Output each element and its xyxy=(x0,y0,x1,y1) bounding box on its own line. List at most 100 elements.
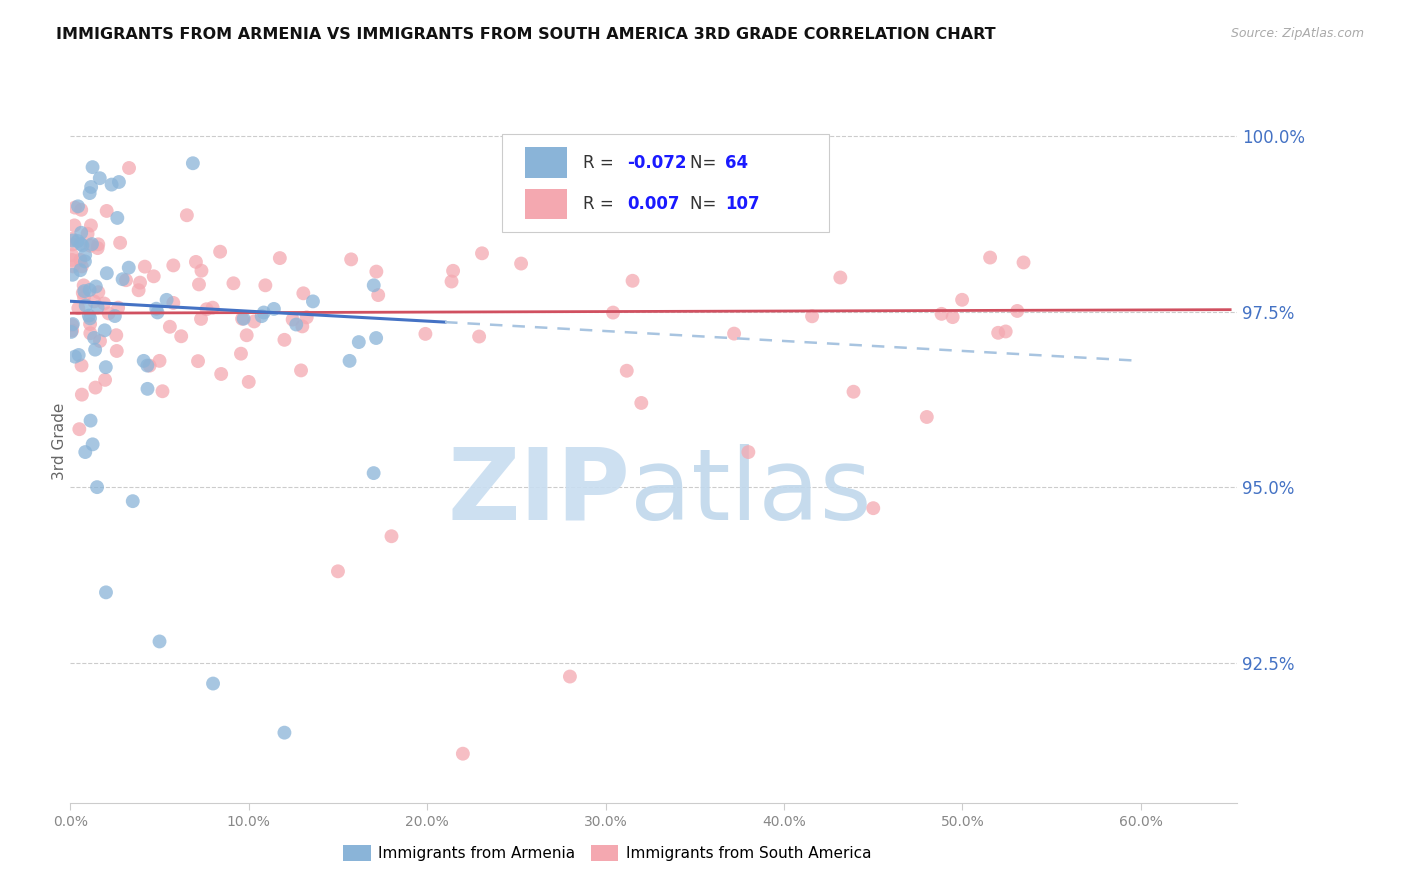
Point xyxy=(363,278,385,293)
Point xyxy=(170,329,193,343)
Point xyxy=(69,263,91,277)
Legend: Immigrants from Armenia, Immigrants from South America: Immigrants from Armenia, Immigrants from… xyxy=(337,838,877,867)
Point xyxy=(72,278,94,293)
Text: R =: R = xyxy=(582,153,619,171)
Text: Source: ZipAtlas.com: Source: ZipAtlas.com xyxy=(1230,27,1364,40)
Point xyxy=(290,363,312,377)
Point xyxy=(70,202,93,217)
Point xyxy=(415,326,437,341)
Point xyxy=(67,348,90,362)
Point xyxy=(273,333,295,347)
Point xyxy=(184,255,207,269)
Point xyxy=(62,234,84,248)
Point xyxy=(73,284,96,298)
Point xyxy=(75,299,97,313)
Point xyxy=(79,283,101,297)
Point xyxy=(510,256,533,270)
Point xyxy=(60,325,83,339)
Point xyxy=(129,276,152,290)
Point xyxy=(105,328,128,343)
Point xyxy=(231,311,253,326)
Point xyxy=(86,241,108,255)
Point xyxy=(84,343,107,357)
Point xyxy=(75,248,97,262)
Point xyxy=(440,275,463,289)
Point xyxy=(70,260,93,274)
Point xyxy=(209,367,232,381)
Point xyxy=(82,160,104,174)
Text: ZIP: ZIP xyxy=(447,443,630,541)
Point xyxy=(77,309,100,323)
Point xyxy=(79,311,101,326)
Point xyxy=(75,445,97,459)
Point xyxy=(107,301,129,315)
Point xyxy=(80,180,103,194)
Point xyxy=(254,278,277,293)
Point xyxy=(66,199,89,213)
Point xyxy=(155,293,177,307)
Point xyxy=(145,301,167,316)
Point xyxy=(243,314,266,328)
Point xyxy=(111,272,134,286)
Point xyxy=(340,252,363,267)
Point xyxy=(80,237,103,252)
Point xyxy=(842,384,865,399)
Point xyxy=(128,283,150,297)
Point xyxy=(73,291,96,305)
Point xyxy=(195,302,218,317)
Point xyxy=(326,564,349,578)
Point xyxy=(80,219,103,233)
Point xyxy=(63,201,86,215)
Point xyxy=(238,375,260,389)
Point xyxy=(94,360,117,375)
Point xyxy=(62,260,84,274)
Point xyxy=(862,501,884,516)
Text: atlas: atlas xyxy=(630,443,872,541)
Point xyxy=(108,235,131,250)
Point xyxy=(181,156,204,170)
Point xyxy=(269,251,291,265)
Point xyxy=(987,326,1010,340)
Point xyxy=(94,373,117,387)
Point xyxy=(86,480,108,494)
Point xyxy=(468,329,491,343)
Point xyxy=(93,323,115,337)
Point xyxy=(70,226,93,240)
Point xyxy=(63,219,86,233)
Point xyxy=(63,350,86,364)
Text: R =: R = xyxy=(582,194,624,213)
Point xyxy=(367,288,389,302)
Point xyxy=(70,387,93,401)
Point xyxy=(84,279,107,293)
Point xyxy=(602,305,624,319)
Point xyxy=(263,301,285,316)
Point xyxy=(67,301,90,315)
Point xyxy=(281,312,304,326)
Point xyxy=(60,232,83,246)
Point xyxy=(97,306,120,320)
Point xyxy=(132,354,155,368)
Point xyxy=(558,669,581,683)
Point xyxy=(148,354,170,368)
Point xyxy=(302,294,325,309)
Point xyxy=(66,234,89,248)
Point xyxy=(950,293,973,307)
Y-axis label: 3rd Grade: 3rd Grade xyxy=(52,403,66,480)
Point xyxy=(291,319,314,334)
Text: 107: 107 xyxy=(725,194,759,213)
Point xyxy=(96,266,118,280)
Point xyxy=(202,676,225,690)
Point xyxy=(76,227,98,241)
Point xyxy=(232,311,254,326)
Point xyxy=(451,747,474,761)
Point xyxy=(62,268,84,282)
Point xyxy=(146,305,169,319)
Point xyxy=(201,301,224,315)
Point xyxy=(100,178,122,192)
Point xyxy=(366,331,388,345)
FancyBboxPatch shape xyxy=(502,135,830,232)
FancyBboxPatch shape xyxy=(526,147,568,178)
Point xyxy=(82,437,104,451)
Point xyxy=(73,254,96,268)
Point xyxy=(148,634,170,648)
